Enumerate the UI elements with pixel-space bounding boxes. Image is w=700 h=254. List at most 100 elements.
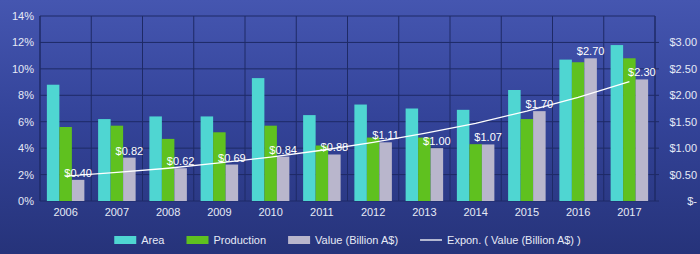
- legend-item: Production: [187, 234, 267, 246]
- grid-line-vertical: [245, 16, 246, 201]
- bar: [59, 127, 72, 201]
- bar: [213, 132, 226, 201]
- y-tick-label: 14%: [12, 10, 34, 22]
- data-label: $1.11: [372, 129, 399, 141]
- data-label: $0.62: [167, 155, 195, 167]
- y-tick-label: 2%: [18, 169, 34, 181]
- y-axis: [40, 16, 41, 201]
- y2-tick-label: $2.00: [669, 89, 697, 101]
- bar: [379, 142, 392, 201]
- y-tick-label: 4%: [18, 142, 34, 154]
- legend-item: Expon. ( Value (Billion A$) ): [420, 234, 581, 246]
- y-tick-label: 8%: [18, 89, 34, 101]
- y2-tick: [655, 148, 659, 149]
- grid-line-vertical: [501, 16, 502, 201]
- grid-line-vertical: [142, 16, 143, 201]
- bar: [367, 138, 380, 201]
- bar: [162, 139, 175, 201]
- bar: [508, 90, 521, 201]
- x-tick-label: 2013: [412, 206, 436, 218]
- data-label: $0.84: [269, 144, 297, 156]
- bar: [277, 157, 290, 201]
- data-label: $0.88: [321, 141, 349, 153]
- bar: [264, 126, 277, 201]
- legend-label: Expon. ( Value (Billion A$) ): [447, 234, 581, 246]
- bar: [572, 62, 585, 201]
- y2-tick: [655, 95, 659, 96]
- legend-item: Value (Billion A$): [288, 234, 398, 246]
- x-tick-label: 2008: [156, 206, 180, 218]
- grid-line-vertical: [398, 16, 399, 201]
- data-label: $0.69: [218, 152, 246, 164]
- x-tick-label: 2016: [566, 206, 590, 218]
- y2-tick-label: $3.00: [669, 36, 697, 48]
- legend-swatch: [288, 236, 310, 244]
- grid-line-vertical: [450, 16, 451, 201]
- grid-line-vertical: [193, 16, 194, 201]
- y2-tick-label: $1.50: [669, 116, 697, 128]
- x-tick-label: 2017: [617, 206, 641, 218]
- bar: [226, 165, 239, 201]
- x-tick-label: 2014: [463, 206, 487, 218]
- y-tick-label: 6%: [18, 116, 34, 128]
- data-label: $1.00: [423, 135, 451, 147]
- y-tick-label: 12%: [12, 36, 34, 48]
- chart: 0%2%4%6%8%10%12%14%$-$0.50$1.00$1.50$2.0…: [0, 0, 700, 254]
- x-tick-label: 2015: [515, 206, 539, 218]
- bar: [469, 144, 482, 201]
- bar: [174, 168, 187, 201]
- data-label: $0.82: [116, 145, 144, 157]
- grid-line-vertical: [347, 16, 348, 201]
- data-label: $2.30: [628, 66, 656, 78]
- y2-tick-label: $1.00: [669, 142, 697, 154]
- legend-label: Value (Billion A$): [315, 234, 398, 246]
- y2-tick: [655, 174, 659, 175]
- y2-tick: [655, 201, 659, 202]
- bar: [533, 111, 546, 201]
- data-label: $2.70: [577, 45, 605, 57]
- bar: [611, 45, 624, 201]
- bar: [98, 119, 111, 201]
- legend-item: Area: [114, 234, 165, 246]
- bar: [636, 79, 649, 201]
- y2-tick-label: $0.50: [669, 169, 697, 181]
- x-tick-label: 2007: [105, 206, 129, 218]
- bar: [111, 126, 124, 201]
- x-tick-label: 2012: [361, 206, 385, 218]
- bar: [201, 116, 214, 201]
- bar: [431, 148, 444, 201]
- grid-line-vertical: [40, 16, 41, 201]
- legend-label: Area: [141, 234, 165, 246]
- bar: [47, 85, 60, 201]
- bar: [123, 158, 136, 201]
- grid-line-vertical: [603, 16, 604, 201]
- y2-tick: [655, 42, 659, 43]
- bar: [72, 180, 85, 201]
- y2-tick-label: $-: [687, 195, 697, 207]
- bar: [584, 58, 597, 201]
- bar: [482, 144, 495, 201]
- bar: [252, 78, 265, 201]
- legend-swatch: [420, 239, 442, 240]
- y2-axis: [655, 16, 656, 201]
- legend-swatch: [114, 236, 136, 244]
- plot-area: [47, 45, 648, 201]
- x-tick-label: 2009: [207, 206, 231, 218]
- data-label: $1.70: [526, 98, 554, 110]
- x-tick-label: 2006: [53, 206, 77, 218]
- y2-tick: [655, 121, 659, 122]
- y-tick-label: 0%: [18, 195, 34, 207]
- bar: [521, 119, 534, 201]
- trend-line: [66, 82, 630, 177]
- grid-line-vertical: [655, 16, 656, 201]
- bar: [406, 109, 419, 202]
- x-tick-label: 2010: [258, 206, 282, 218]
- bar: [316, 146, 329, 202]
- legend-swatch: [187, 236, 209, 244]
- grid: [40, 16, 655, 201]
- grid-line-vertical: [296, 16, 297, 201]
- bar: [303, 115, 316, 201]
- bar: [328, 154, 341, 201]
- y2-tick-label: $2.50: [669, 63, 697, 75]
- legend: Area Production Value (Billion A$) Expon. (…: [114, 234, 581, 246]
